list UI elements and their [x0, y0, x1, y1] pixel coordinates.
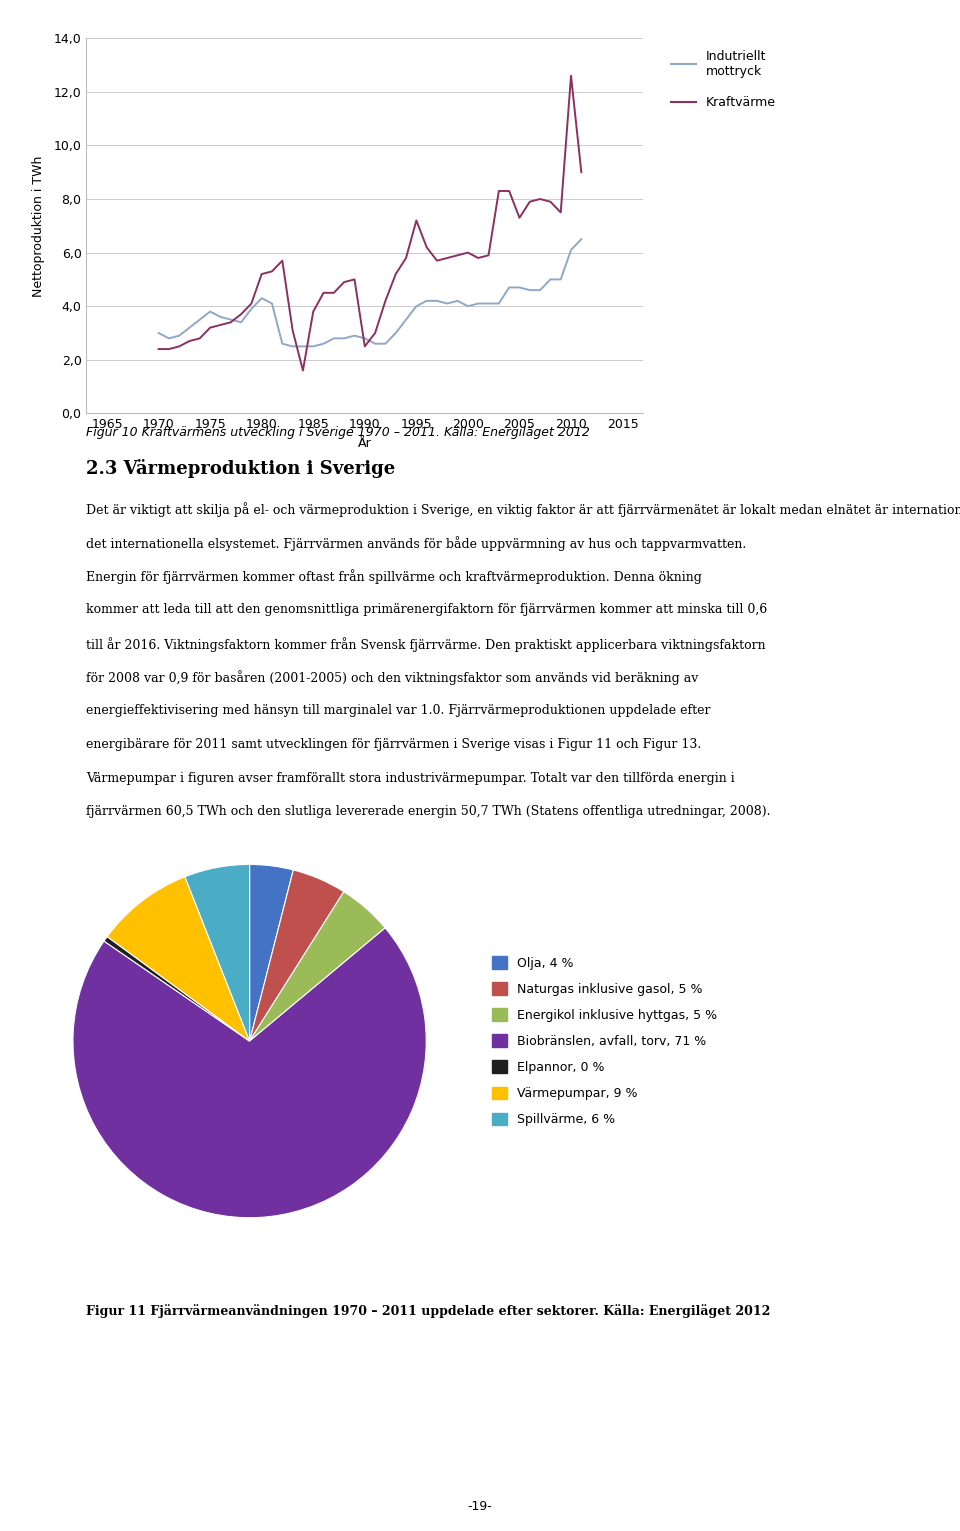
Wedge shape: [250, 891, 385, 1041]
Text: Värmepumpar i figuren avser framförallt stora industrivärmepumpar. Totalt var de: Värmepumpar i figuren avser framförallt …: [86, 772, 735, 784]
Text: Figur 10 Kraftvärmens utveckling i Sverige 1970 – 2011. Källa: Energiläget 2012: Figur 10 Kraftvärmens utveckling i Sveri…: [86, 426, 590, 438]
Text: Energin för fjärrvärmen kommer oftast från spillvärme och kraftvärmeproduktion. : Energin för fjärrvärmen kommer oftast fr…: [86, 570, 703, 585]
Wedge shape: [250, 870, 344, 1041]
Y-axis label: Nettoproduktion i TWh: Nettoproduktion i TWh: [33, 155, 45, 297]
Legend: Olja, 4 %, Naturgas inklusive gasol, 5 %, Energikol inklusive hyttgas, 5 %, Biob: Olja, 4 %, Naturgas inklusive gasol, 5 %…: [486, 949, 723, 1133]
Text: Figur 11 Fjärrvärmeanvändningen 1970 – 2011 uppdelade efter sektorer. Källa: Ene: Figur 11 Fjärrvärmeanvändningen 1970 – 2…: [86, 1304, 771, 1318]
Wedge shape: [104, 937, 250, 1041]
Wedge shape: [185, 865, 250, 1041]
Text: till år 2016. Viktningsfaktorn kommer från Svensk fjärrvärme. Den praktiskt appl: till år 2016. Viktningsfaktorn kommer fr…: [86, 637, 766, 652]
Legend: Indutriellt
mottryck, Kraftvärme: Indutriellt mottryck, Kraftvärme: [666, 44, 781, 115]
Text: fjärrvärmen 60,5 TWh och den slutliga levererade energin 50,7 TWh (Statens offen: fjärrvärmen 60,5 TWh och den slutliga le…: [86, 805, 771, 818]
Text: kommer att leda till att den genomsnittliga primärenergifaktorn för fjärrvärmen : kommer att leda till att den genomsnittl…: [86, 603, 768, 615]
Text: Det är viktigt att skilja på el- och värmeproduktion i Sverige, en viktig faktor: Det är viktigt att skilja på el- och vär…: [86, 502, 960, 517]
X-axis label: År: År: [358, 436, 372, 450]
Text: för 2008 var 0,9 för basåren (2001-2005) och den viktningsfaktor som används vid: för 2008 var 0,9 för basåren (2001-2005)…: [86, 671, 699, 686]
Wedge shape: [250, 865, 294, 1041]
Wedge shape: [73, 928, 426, 1217]
Text: det internationella elsystemet. Fjärrvärmen används för både uppvärmning av hus : det internationella elsystemet. Fjärrvär…: [86, 536, 747, 551]
Text: 2.3 Värmeproduktion i Sverige: 2.3 Värmeproduktion i Sverige: [86, 459, 396, 478]
Text: -19-: -19-: [468, 1500, 492, 1513]
Wedge shape: [108, 877, 250, 1041]
Text: energieffektivisering med hänsyn till marginalel var 1.0. Fjärrvärmeproduktionen: energieffektivisering med hänsyn till ma…: [86, 704, 711, 717]
Text: energibärare för 2011 samt utvecklingen för fjärrvärmen i Sverige visas i Figur : energibärare för 2011 samt utvecklingen …: [86, 738, 702, 750]
